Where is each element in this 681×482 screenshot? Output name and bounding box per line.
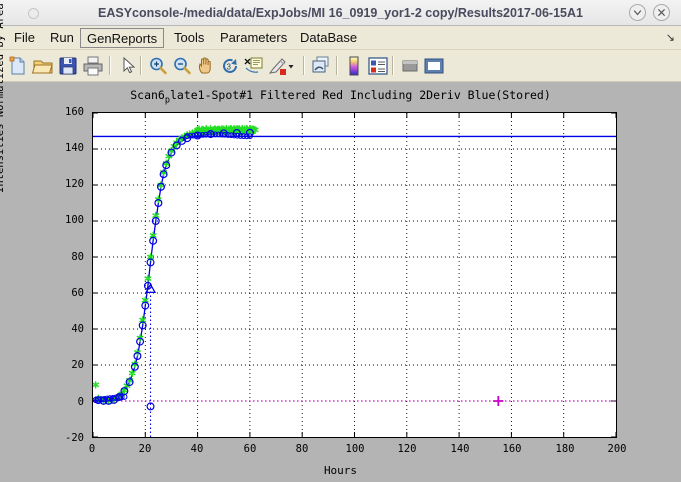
y-tick-120: 120 [65,178,84,190]
minimize-button[interactable] [629,4,646,21]
pan-hand-icon[interactable] [194,54,218,78]
x-tick-120: 120 [397,443,417,455]
open-folder-icon[interactable] [31,54,55,78]
chart-title-rest: late1-Spot#1 Filtered Red Including 2Der… [169,88,551,102]
menu-bar: File Run GenReports Tools Parameters Dat… [0,26,681,77]
data-series-green [93,124,259,405]
rotate-3d-icon[interactable]: 3 [218,54,242,78]
zoom-in-icon[interactable] [146,54,170,78]
plot-svg [93,113,616,437]
window-title: EASYconsole-/media/data/ExpJobs/MI 16_09… [98,6,583,20]
menu-genreports[interactable]: GenReports [80,28,165,48]
brush-icon[interactable] [266,54,290,78]
x-tick-160: 160 [502,443,522,455]
window-menu-dot[interactable] [28,8,39,19]
x-tick-60: 60 [243,443,257,455]
svg-text:3: 3 [227,63,232,72]
print-icon[interactable] [81,54,105,78]
toolbar: 3 [0,50,681,82]
menu-tools[interactable]: Tools [174,30,205,45]
close-button[interactable] [653,4,670,21]
link-plot-icon[interactable] [309,54,333,78]
x-tick-140: 140 [450,443,470,455]
toolbar-separator-3 [303,56,305,75]
x-tick-200: 200 [607,443,627,455]
x-tick-40: 40 [190,443,204,455]
y-tick-60: 60 [71,287,84,299]
chart-title-main: Scan6 [130,88,165,102]
fit-line-series [93,132,250,402]
y-tick-neg20: -20 [65,432,84,444]
brush-dropdown-icon[interactable] [286,54,296,78]
y-tick-40: 40 [71,323,84,335]
close-icon [658,9,665,16]
pointer-arrow-icon[interactable] [116,54,140,78]
figure-panel: Scan6plate1-Spot#1 Filtered Red Includin… [0,3,681,482]
title-bar: EASYconsole-/media/data/ExpJobs/MI 16_09… [0,0,681,26]
x-tick-180: 180 [555,443,575,455]
menu-parameters[interactable]: Parameters [220,30,288,45]
save-icon[interactable] [56,54,80,78]
toolbar-separator-5 [392,56,394,75]
x-tick-100: 100 [345,443,365,455]
menu-file[interactable]: File [14,30,35,45]
gridlines [93,113,616,437]
chart-title-sub: p [164,95,170,106]
toolbar-separator-2 [140,56,142,75]
y-tick-20: 20 [71,359,84,371]
y-axis-label: Intensities Normalized by Area [0,3,6,193]
menu-resize-icon[interactable]: ↘ [665,32,675,44]
show-plot-tools-icon[interactable] [422,54,446,78]
x-axis-label: Hours [323,464,358,477]
toolbar-separator-1 [109,56,111,75]
chevron-down-icon [633,10,642,16]
x-tick-20: 20 [138,443,152,455]
y-tick-160: 160 [65,106,84,118]
y-tick-80: 80 [71,251,84,263]
zoom-out-icon[interactable] [170,54,194,78]
x-tick-0: 0 [88,443,96,455]
y-tick-100: 100 [65,214,84,226]
new-file-icon[interactable] [6,54,30,78]
y-tick-0: 0 [77,396,84,408]
chart-title: Scan6plate1-Spot#1 Filtered Red Includin… [0,88,681,105]
x-tick-80: 80 [295,443,309,455]
menu-run[interactable]: Run [50,30,74,45]
data-series-blue [93,128,254,405]
plot-area[interactable] [92,112,617,438]
hide-plot-tools-icon[interactable] [398,54,422,78]
y-tick-140: 140 [65,142,84,154]
toolbar-separator-4 [336,56,338,75]
legend-icon[interactable] [366,54,390,78]
colorbar-icon[interactable] [342,54,366,78]
data-cursor-icon[interactable] [242,54,266,78]
menu-database[interactable]: DataBase [300,30,358,45]
